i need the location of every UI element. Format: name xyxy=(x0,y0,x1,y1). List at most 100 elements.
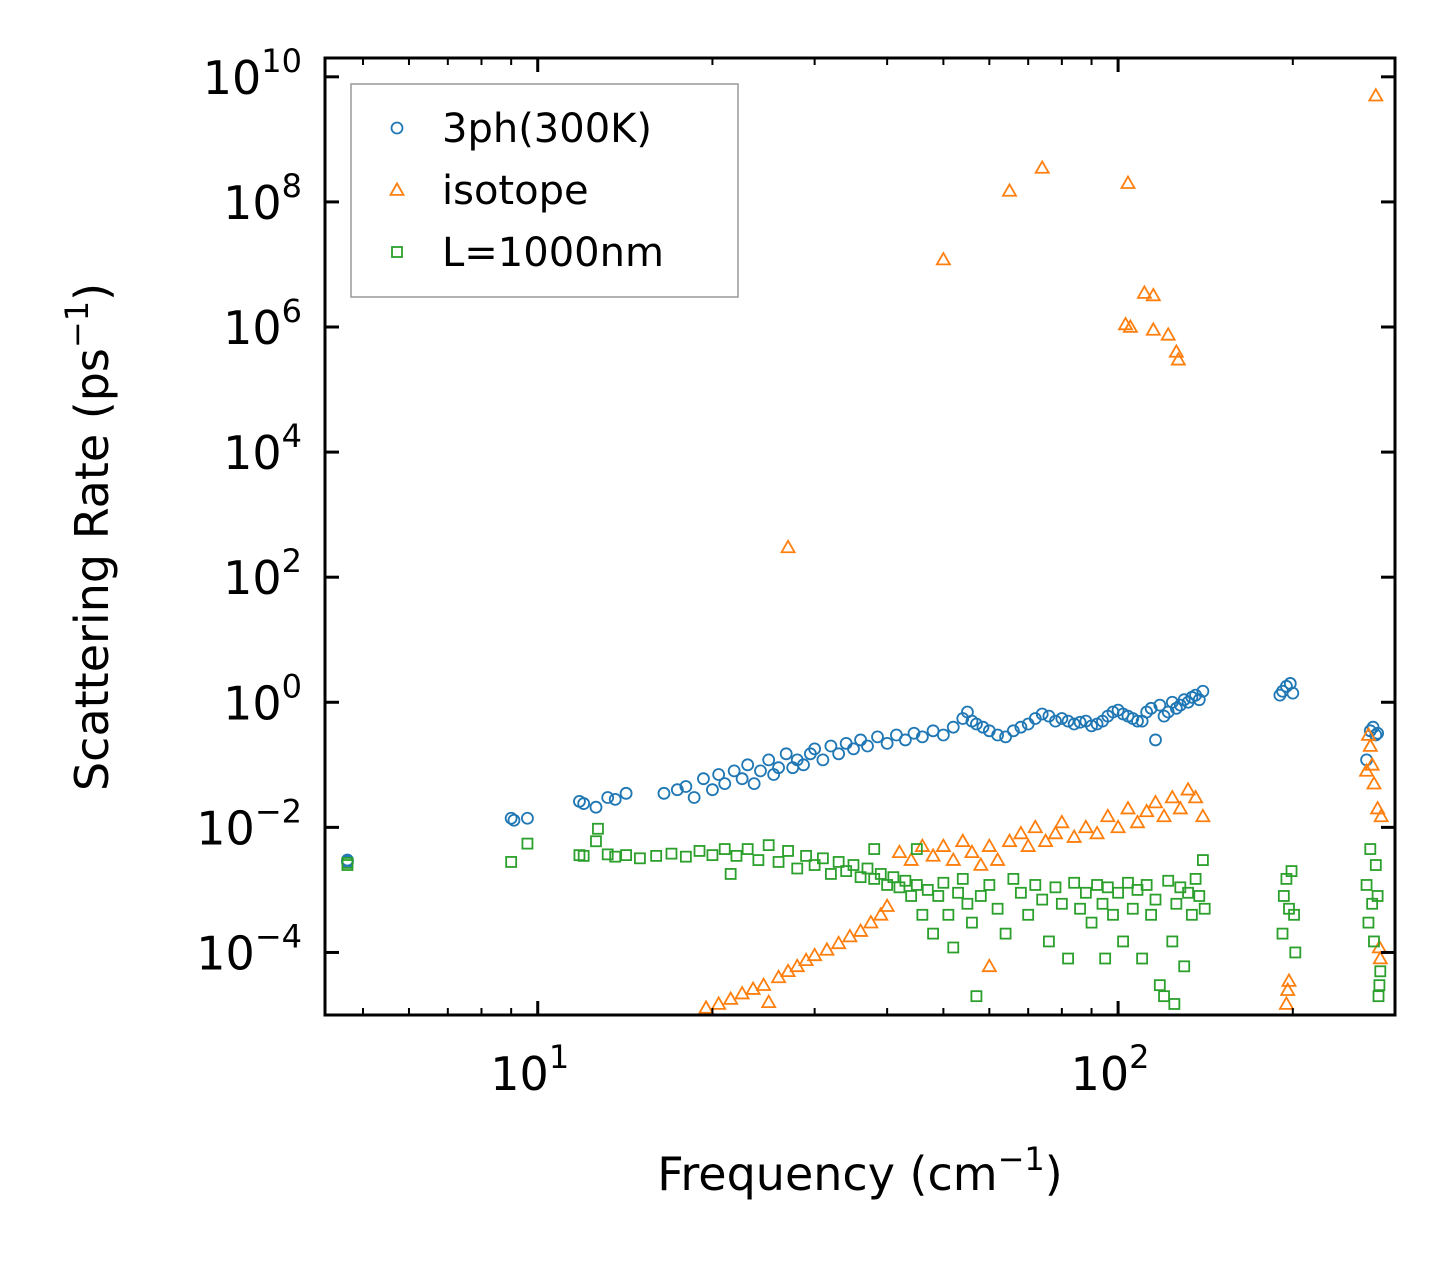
data-point xyxy=(921,884,934,896)
data-point xyxy=(779,747,793,761)
data-point xyxy=(706,783,719,797)
data-point xyxy=(915,730,929,744)
data-point xyxy=(706,849,719,862)
data-point xyxy=(824,868,837,880)
data-point xyxy=(722,990,739,1005)
x-tick-label: 102 xyxy=(1071,1038,1150,1101)
data-point xyxy=(861,739,874,753)
data-point xyxy=(1166,935,1179,948)
data-point xyxy=(760,993,777,1009)
data-point xyxy=(800,849,812,862)
data-point xyxy=(1157,709,1171,723)
data-point xyxy=(1180,781,1197,796)
data-point xyxy=(589,800,603,814)
data-point xyxy=(1096,897,1109,910)
data-point xyxy=(983,879,996,891)
data-point xyxy=(601,791,615,804)
data-point xyxy=(1037,832,1054,848)
data-point xyxy=(1007,872,1020,885)
data-markers xyxy=(341,87,1390,1014)
data-point xyxy=(976,720,990,734)
data-point xyxy=(847,859,860,871)
data-point xyxy=(1178,960,1191,973)
data-point xyxy=(697,772,710,786)
data-point xyxy=(1196,684,1210,698)
data-point xyxy=(1014,720,1028,734)
data-point xyxy=(970,990,983,1003)
data-point xyxy=(1371,890,1384,902)
data-point xyxy=(879,897,896,912)
data-point xyxy=(1279,981,1296,996)
data-point xyxy=(1035,707,1049,721)
data-point xyxy=(1189,872,1202,885)
data-point xyxy=(1099,952,1112,965)
data-point xyxy=(1099,808,1116,823)
data-point xyxy=(972,856,989,871)
data-point xyxy=(791,862,804,875)
data-point xyxy=(840,865,853,877)
data-point xyxy=(1085,719,1098,733)
legend-entry: isotope xyxy=(388,168,589,214)
data-point xyxy=(504,811,518,825)
data-point xyxy=(782,845,794,857)
data-point xyxy=(1373,808,1390,823)
data-point xyxy=(505,856,518,868)
data-point xyxy=(1145,287,1162,302)
data-point xyxy=(1117,935,1129,948)
data-point xyxy=(1047,825,1064,840)
data-point xyxy=(1055,712,1069,725)
data-point xyxy=(1288,908,1300,921)
plot-frame xyxy=(323,56,1397,1017)
data-point xyxy=(1168,998,1181,1010)
data-point xyxy=(970,717,983,731)
data-point xyxy=(954,832,971,848)
data-point xyxy=(824,739,838,753)
data-point xyxy=(1197,854,1209,866)
data-point xyxy=(874,868,887,880)
data-point xyxy=(687,791,701,804)
legend-marker xyxy=(390,121,404,135)
data-point xyxy=(620,849,633,862)
data-point xyxy=(712,768,726,781)
legend-label: 3ph(300K) xyxy=(442,106,652,152)
data-point xyxy=(893,881,906,894)
data-point xyxy=(670,783,684,797)
legend-entry: L=1000nm xyxy=(391,230,664,276)
data-point xyxy=(974,890,987,902)
data-point xyxy=(899,874,912,887)
data-point xyxy=(745,980,762,995)
data-point xyxy=(881,879,894,891)
legend-marker xyxy=(391,246,403,258)
data-point xyxy=(1122,318,1139,333)
data-point xyxy=(1029,879,1042,891)
data-point xyxy=(952,886,964,899)
data-point xyxy=(1049,714,1062,728)
data-point xyxy=(937,876,950,889)
data-point xyxy=(910,879,923,891)
data-point xyxy=(1155,808,1173,823)
data-point xyxy=(507,813,521,827)
data-point xyxy=(891,843,908,859)
data-point xyxy=(1122,876,1134,889)
data-point xyxy=(956,872,969,885)
data-point xyxy=(1062,952,1074,965)
data-point xyxy=(1074,902,1086,915)
data-point xyxy=(679,850,692,863)
data-point xyxy=(887,871,900,884)
data-point xyxy=(1172,800,1189,815)
data-point xyxy=(577,849,590,862)
data-point xyxy=(925,847,942,862)
data-point xyxy=(724,868,737,880)
data-point xyxy=(718,777,732,791)
legend-label: isotope xyxy=(442,168,589,214)
data-point xyxy=(1144,701,1158,715)
data-point xyxy=(927,927,939,940)
data-point xyxy=(903,851,920,866)
data-point xyxy=(932,890,945,902)
data-point xyxy=(752,854,765,866)
data-point xyxy=(577,797,591,810)
x-axis-label: Frequency (cm−1) xyxy=(657,1140,1062,1201)
data-point xyxy=(1280,972,1298,987)
data-point xyxy=(601,848,614,861)
